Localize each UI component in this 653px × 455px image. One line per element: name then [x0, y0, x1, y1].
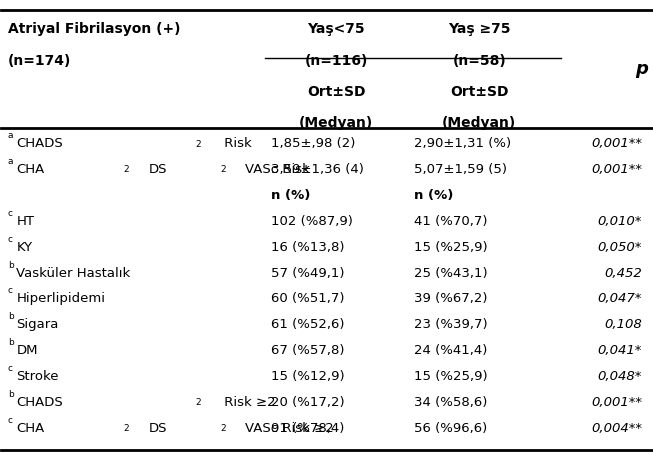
Text: 67 (%57,8): 67 (%57,8)	[271, 343, 345, 356]
Text: 0,004**: 0,004**	[591, 420, 642, 434]
Text: DS: DS	[148, 420, 167, 434]
Text: 57 (%49,1): 57 (%49,1)	[271, 266, 345, 279]
Text: Sigara: Sigara	[16, 318, 59, 330]
Text: 24 (%41,4): 24 (%41,4)	[414, 343, 488, 356]
Text: 15 (%25,9): 15 (%25,9)	[414, 240, 488, 253]
Text: Yaş ≥75: Yaş ≥75	[448, 22, 511, 35]
Text: Ort±SD: Ort±SD	[307, 85, 366, 99]
Text: CHA: CHA	[16, 420, 44, 434]
Text: a: a	[8, 131, 14, 140]
Text: 2: 2	[220, 165, 226, 174]
Text: n (%): n (%)	[271, 189, 311, 202]
Text: KY: KY	[16, 240, 33, 253]
Text: 0,048*: 0,048*	[597, 369, 642, 382]
Text: c: c	[8, 208, 13, 217]
Text: 0,108: 0,108	[604, 318, 642, 330]
Text: 61 (%52,6): 61 (%52,6)	[271, 318, 345, 330]
Text: VASc Risk: VASc Risk	[244, 163, 310, 176]
Text: 56 (%96,6): 56 (%96,6)	[414, 420, 488, 434]
Text: Vasküler Hastalık: Vasküler Hastalık	[16, 266, 131, 279]
Text: 0,047*: 0,047*	[597, 292, 642, 305]
Text: 5,07±1,59 (5): 5,07±1,59 (5)	[414, 163, 507, 176]
Text: b: b	[8, 389, 14, 398]
Text: c: c	[8, 415, 13, 424]
Text: DS: DS	[148, 163, 167, 176]
Text: c: c	[8, 286, 13, 295]
Text: CHADS: CHADS	[16, 395, 63, 408]
Text: b: b	[8, 312, 14, 321]
Text: Risk: Risk	[220, 137, 252, 150]
Text: 2: 2	[220, 423, 226, 432]
Text: (n=174): (n=174)	[8, 53, 71, 67]
Text: Hiperlipidemi: Hiperlipidemi	[16, 292, 105, 305]
Text: HT: HT	[16, 214, 35, 228]
Text: 1,85±,98 (2): 1,85±,98 (2)	[271, 137, 356, 150]
Text: CHA: CHA	[16, 163, 44, 176]
Text: 91 (%78,4): 91 (%78,4)	[271, 420, 345, 434]
Text: 2: 2	[124, 165, 129, 174]
Text: n (%): n (%)	[414, 189, 454, 202]
Text: (n=116): (n=116)	[304, 53, 368, 67]
Text: VASc Risk ≥2: VASc Risk ≥2	[244, 420, 333, 434]
Text: 2: 2	[195, 139, 201, 148]
Text: DM: DM	[16, 343, 38, 356]
Text: p: p	[635, 60, 648, 77]
Text: (Medyan): (Medyan)	[442, 116, 517, 129]
Text: 0,001**: 0,001**	[591, 163, 642, 176]
Text: 0,001**: 0,001**	[591, 395, 642, 408]
Text: a: a	[8, 157, 14, 166]
Text: 34 (%58,6): 34 (%58,6)	[414, 395, 488, 408]
Text: 102 (%87,9): 102 (%87,9)	[271, 214, 353, 228]
Text: Stroke: Stroke	[16, 369, 59, 382]
Text: b: b	[8, 338, 14, 346]
Text: 60 (%51,7): 60 (%51,7)	[271, 292, 345, 305]
Text: CHADS: CHADS	[16, 137, 63, 150]
Text: c: c	[8, 234, 13, 243]
Text: 3,59±1,36 (4): 3,59±1,36 (4)	[271, 163, 364, 176]
Text: 0,041*: 0,041*	[597, 343, 642, 356]
Text: 0,001**: 0,001**	[591, 137, 642, 150]
Text: c: c	[8, 363, 13, 372]
Text: 0,050*: 0,050*	[597, 240, 642, 253]
Text: Yaş<75: Yaş<75	[308, 22, 365, 35]
Text: (Medyan): (Medyan)	[299, 116, 374, 129]
Text: 2: 2	[195, 397, 201, 406]
Text: Ort±SD: Ort±SD	[450, 85, 509, 99]
Text: Atriyal Fibrilasyon (+): Atriyal Fibrilasyon (+)	[8, 22, 180, 35]
Text: 15 (%12,9): 15 (%12,9)	[271, 369, 345, 382]
Text: 0,452: 0,452	[604, 266, 642, 279]
Text: 41 (%70,7): 41 (%70,7)	[414, 214, 488, 228]
Text: 39 (%67,2): 39 (%67,2)	[414, 292, 488, 305]
Text: (n=58): (n=58)	[453, 53, 506, 67]
Text: 2,90±1,31 (%): 2,90±1,31 (%)	[414, 137, 511, 150]
Text: Risk ≥2: Risk ≥2	[220, 395, 276, 408]
Text: 25 (%43,1): 25 (%43,1)	[414, 266, 488, 279]
Text: 23 (%39,7): 23 (%39,7)	[414, 318, 488, 330]
Text: 20 (%17,2): 20 (%17,2)	[271, 395, 345, 408]
Text: 2: 2	[124, 423, 129, 432]
Text: 15 (%25,9): 15 (%25,9)	[414, 369, 488, 382]
Text: 0,010*: 0,010*	[597, 214, 642, 228]
Text: b: b	[8, 260, 14, 269]
Text: 16 (%13,8): 16 (%13,8)	[271, 240, 345, 253]
